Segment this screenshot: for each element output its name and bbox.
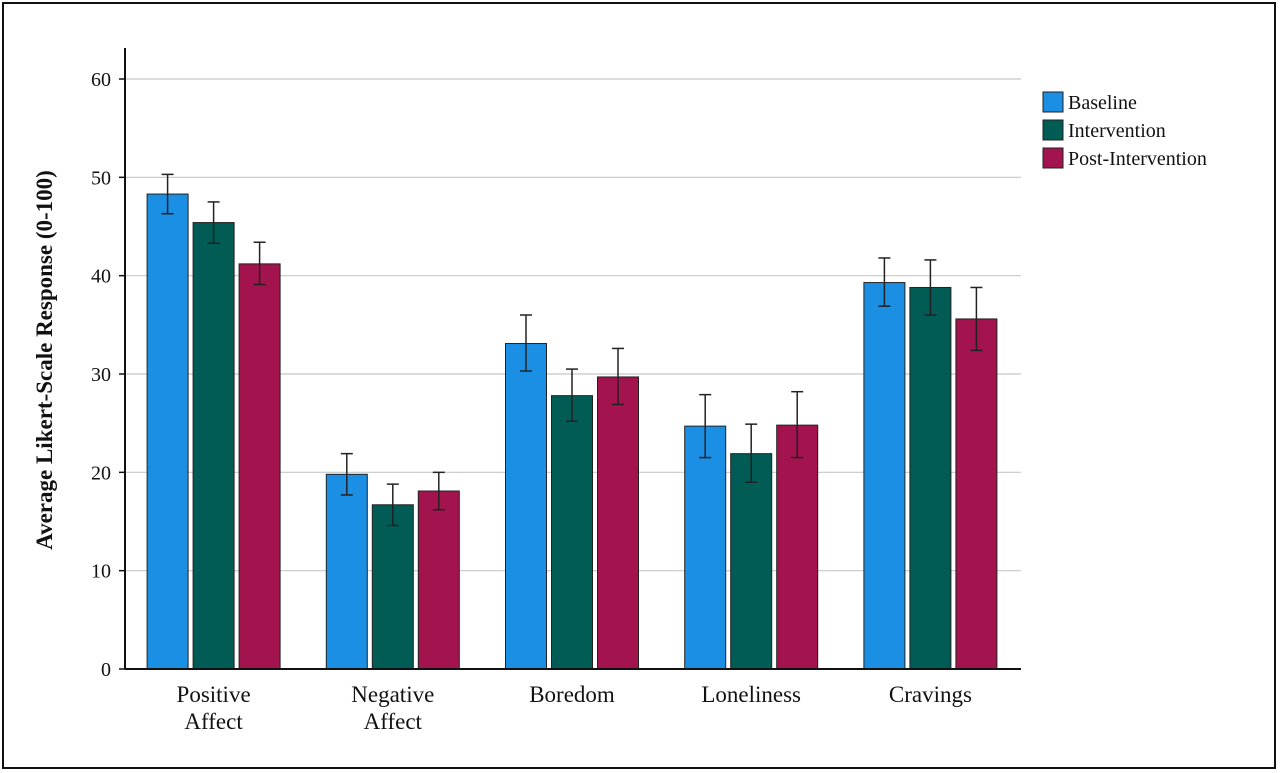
legend-label: Intervention bbox=[1068, 120, 1166, 142]
legend-swatch bbox=[1042, 119, 1064, 141]
axes bbox=[124, 48, 1021, 670]
bar-series bbox=[146, 193, 998, 670]
y-tick-label: 40 bbox=[91, 266, 111, 288]
bar-baseline-0 bbox=[146, 193, 189, 670]
y-tick-label: 10 bbox=[91, 561, 111, 583]
bar-post-intervention-3 bbox=[776, 424, 819, 670]
x-category-label: Cravings bbox=[889, 682, 972, 707]
x-category-label: Loneliness bbox=[701, 682, 801, 707]
y-axis-label: Average Likert-Scale Response (0-100) bbox=[32, 170, 57, 550]
bar-post-intervention-2 bbox=[597, 376, 639, 670]
bar-intervention-2 bbox=[551, 395, 593, 670]
y-tick-label: 20 bbox=[91, 462, 111, 484]
legend-swatch bbox=[1042, 91, 1064, 113]
x-category-label: Affect bbox=[364, 709, 423, 734]
legend-label: Post-Intervention bbox=[1068, 148, 1207, 170]
y-tick-label: 50 bbox=[91, 167, 111, 189]
y-tick-label: 30 bbox=[91, 364, 111, 386]
bar-intervention-1 bbox=[371, 504, 414, 670]
y-tick-labels: 0 10 20 30 40 50 60 bbox=[91, 69, 125, 681]
legend: Baseline Intervention Post-Intervention bbox=[1042, 91, 1207, 170]
error-bars bbox=[161, 173, 983, 527]
legend-label: Baseline bbox=[1068, 92, 1137, 114]
bar-baseline-4 bbox=[863, 282, 906, 670]
x-category-label: Positive bbox=[177, 682, 251, 707]
x-category-label: Boredom bbox=[529, 682, 615, 707]
bar-intervention-3 bbox=[730, 453, 773, 670]
bar-intervention-4 bbox=[909, 286, 952, 670]
bar-baseline-1 bbox=[325, 473, 368, 670]
bar-baseline-3 bbox=[684, 425, 727, 670]
bar-intervention-0 bbox=[192, 222, 235, 670]
bar-post-intervention-1 bbox=[417, 490, 460, 670]
bar-post-intervention-0 bbox=[238, 263, 281, 670]
y-tick-label: 60 bbox=[91, 69, 111, 91]
y-tick-label: 0 bbox=[101, 659, 111, 681]
bar-post-intervention-4 bbox=[955, 318, 998, 670]
x-category-label: Affect bbox=[184, 709, 243, 734]
x-category-label: Negative bbox=[351, 682, 434, 707]
bar-baseline-2 bbox=[505, 343, 547, 670]
legend-swatch bbox=[1042, 147, 1064, 169]
